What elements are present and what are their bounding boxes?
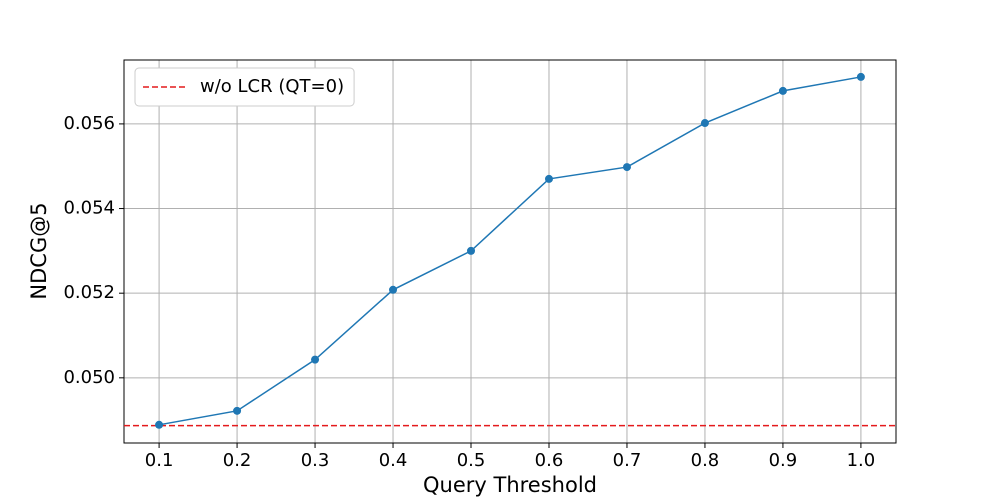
x-tick-label: 0.3 <box>301 450 330 471</box>
point <box>233 406 242 415</box>
series-line <box>158 76 862 426</box>
legend <box>134 67 355 107</box>
x-tick-label: 0.2 <box>223 450 252 471</box>
x-tick-label: 0.8 <box>691 450 720 471</box>
point <box>856 72 865 81</box>
y-tick-label: 0.052 <box>63 282 115 303</box>
x-tick-label: 1.0 <box>847 450 876 471</box>
plot-frame <box>123 59 897 444</box>
point <box>544 174 553 183</box>
grid <box>124 60 896 443</box>
point <box>622 163 631 172</box>
legend-label: w/o LCR (QT=0) <box>200 76 344 97</box>
point <box>700 119 709 128</box>
point <box>389 285 398 294</box>
point <box>311 355 320 364</box>
x-tick-label: 0.9 <box>769 450 798 471</box>
x-axis-label: Query Threshold <box>423 473 597 497</box>
y-axis-label: NDCG@5 <box>27 202 51 299</box>
x-tick-label: 0.7 <box>613 450 642 471</box>
x-tick-label: 0.5 <box>457 450 486 471</box>
y-tick-label: 0.054 <box>63 198 115 219</box>
point <box>778 86 787 95</box>
point <box>155 420 164 429</box>
x-tick-label: 0.6 <box>535 450 564 471</box>
point <box>467 246 476 255</box>
x-tick-label: 0.4 <box>379 450 408 471</box>
y-tick-label: 0.056 <box>63 113 115 134</box>
y-tick-label: 0.050 <box>63 367 115 388</box>
x-tick-label: 0.1 <box>145 450 174 471</box>
